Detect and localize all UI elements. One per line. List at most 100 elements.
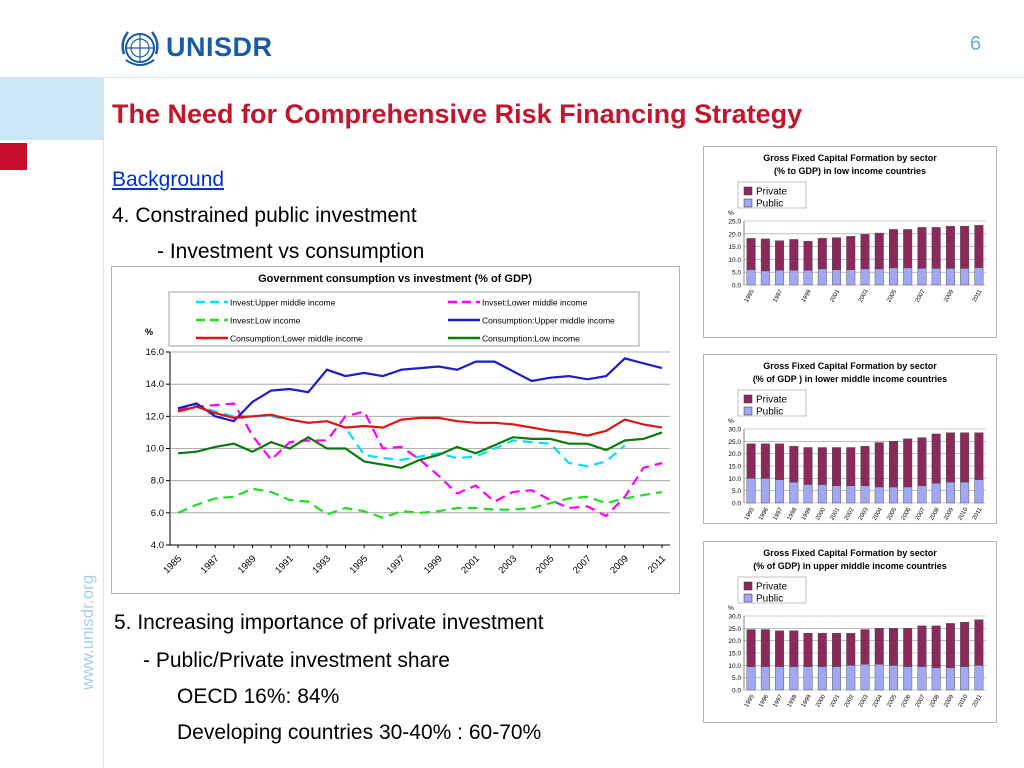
bar-private (746, 443, 756, 479)
y-tick-label: 10.0 (728, 663, 741, 670)
x-tick-label: 2001 (829, 693, 841, 708)
bar-public (945, 268, 955, 286)
y-tick-label: 12.0 (146, 411, 165, 422)
series-line (177, 403, 626, 468)
bar-chart-upper-middle-income: Gross Fixed Capital Formation by sector (… (728, 548, 986, 709)
x-tick-label: 2007 (915, 693, 927, 708)
x-tick-label: 1995 (744, 506, 756, 521)
y-tick-label: 8.0 (151, 476, 164, 487)
bar-public (874, 663, 884, 691)
bar-public (945, 667, 955, 691)
x-tick-label: 1997 (772, 506, 784, 521)
legend-label: Consumption:Low income (482, 334, 580, 344)
bar-private (789, 630, 799, 667)
x-tick-label: 1998 (787, 693, 799, 708)
bar-public (746, 269, 756, 286)
legend-label: Invest:Low income (230, 316, 301, 326)
bar-public (903, 666, 913, 691)
bar-private (931, 625, 941, 669)
bar-private (874, 628, 884, 665)
x-tick-label: 2009 (943, 288, 955, 303)
y-tick-label: 20.0 (728, 638, 741, 645)
developing-share: Developing countries 30-40% : 60-70% (177, 721, 542, 744)
y-tick-label: 0.0 (732, 283, 741, 290)
bar-public (846, 665, 856, 691)
legend-label: Public (756, 594, 783, 605)
bar-public (760, 270, 770, 286)
bar-public (817, 268, 827, 286)
y-tick-label: 25.0 (728, 626, 741, 633)
bar-private (803, 241, 813, 271)
chart-legend: Invest:Upper middle income Invset:Lower m… (168, 291, 640, 347)
background-link[interactable]: Background (112, 168, 225, 191)
bar-public (803, 666, 813, 691)
x-tick-label: 2001 (829, 506, 841, 521)
bar-public (817, 666, 827, 691)
sidebar-red-square (0, 143, 27, 170)
y-tick-label: 5.0 (732, 488, 741, 495)
bar-private (846, 236, 856, 270)
x-tick-label: 1999 (422, 553, 445, 576)
series-line (177, 357, 663, 423)
x-tick-label: 1989 (236, 553, 259, 576)
bar-public (917, 268, 927, 286)
x-tick-label: 2011 (972, 506, 984, 521)
bar-private (931, 433, 941, 484)
x-tick-label: 1999 (801, 506, 813, 521)
bar-public (760, 478, 770, 504)
x-tick-label: 1999 (801, 288, 813, 303)
bar-public (974, 479, 984, 504)
x-tick-label: 1997 (772, 693, 784, 708)
bar-public (903, 486, 913, 504)
bar-private (775, 240, 785, 271)
bar-public (917, 485, 927, 504)
bar-private (803, 447, 813, 485)
bar-private (817, 633, 827, 667)
bar-public (903, 267, 913, 286)
bar-chart-low-income: Gross Fixed Capital Formation by sector (… (728, 153, 986, 304)
bar-chart-lower-middle-frame: Gross Fixed Capital Formation by sector (… (703, 354, 997, 524)
bar-private (775, 443, 785, 480)
y-tick-label: 4.0 (151, 540, 164, 551)
y-tick-label: 16.0 (146, 347, 165, 358)
legend-swatch (743, 198, 753, 208)
x-tick-label: 1998 (787, 506, 799, 521)
x-tick-label: 1993 (310, 553, 333, 576)
y-tick-label: 20.0 (728, 231, 741, 238)
line-chart-frame: Government consumption vs investment (% … (111, 266, 680, 594)
bar-private (888, 229, 898, 269)
legend-label: Consumption:Lower middle income (230, 334, 363, 344)
bar-private (903, 438, 913, 488)
bar-private (945, 225, 955, 269)
bar-public (832, 666, 841, 691)
bar-private (888, 441, 898, 488)
bar-private (974, 225, 984, 268)
bar-public (931, 268, 941, 286)
bar-public (917, 666, 927, 691)
x-tick-label: 2010 (958, 693, 970, 708)
bar-public (817, 484, 827, 504)
legend-swatch (743, 186, 753, 196)
chart-subtitle: (% of GDP ) in lower middle income count… (753, 374, 947, 384)
bar-private (746, 238, 756, 270)
legend-label: Private (756, 582, 788, 593)
x-tick-label: 2009 (943, 506, 955, 521)
bar-public (789, 666, 799, 691)
x-tick-label: 2007 (571, 553, 594, 576)
x-tick-label: 1997 (772, 288, 784, 303)
x-tick-label: 2008 (929, 506, 941, 521)
y-axis-label: % (728, 210, 734, 217)
x-tick-label: 2003 (858, 693, 870, 708)
bar-private (917, 437, 927, 486)
sidebar-divider (103, 77, 104, 768)
bar-public (832, 269, 841, 286)
sidebar-url[interactable]: www.unisdr.org (78, 574, 97, 690)
x-tick-label: 2002 (844, 693, 856, 708)
y-tick-label: 0.0 (732, 501, 741, 508)
y-tick-label: 5.0 (732, 675, 741, 682)
un-emblem-icon (118, 26, 162, 70)
y-tick-label: 6.0 (151, 508, 164, 519)
header-divider (103, 77, 1024, 78)
bar-public (931, 667, 941, 691)
